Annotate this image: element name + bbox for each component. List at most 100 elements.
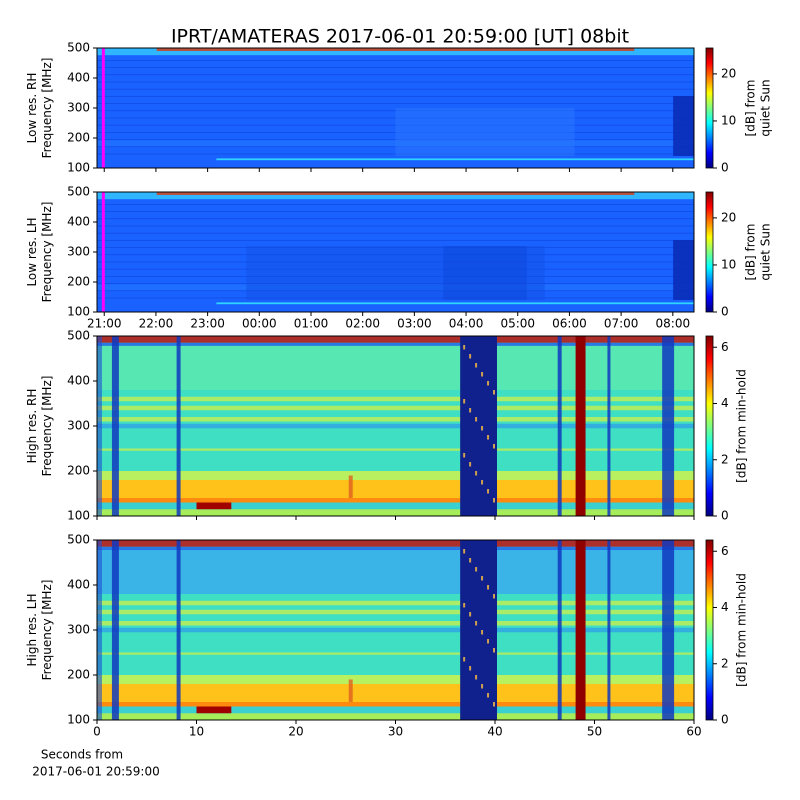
x-tick-label: 23:00 [190,317,225,331]
y-axis-label: Frequency [MHz] [40,58,54,159]
spectrogram-texture [607,540,611,720]
x-tick-label: 20 [288,725,303,739]
spectrogram-texture [97,502,694,512]
spectrogram-texture [481,684,484,689]
colorbar-tick-label: 6 [721,544,729,558]
x-axis-label: Seconds from [41,748,123,762]
colorbar-tick-label: 10 [721,257,736,271]
spectrogram-texture [111,540,119,720]
x-tick-label: 08:00 [656,317,691,331]
colorbar-tick-label: 0 [721,713,729,727]
y-tick-label: 300 [67,419,90,433]
y-tick-label: 500 [67,41,90,55]
colorbar-label: quiet Sun [759,79,773,136]
spectrogram-texture [481,630,484,635]
spectrogram-texture [97,67,694,68]
spectrogram-texture [469,612,472,617]
spectrogram-texture [97,480,694,498]
spectrogram-texture [216,302,694,305]
x-tick-label: 21:00 [87,317,122,331]
spectrogram-texture [97,74,694,76]
spectrogram-texture [469,408,472,413]
spectrogram-texture [97,609,694,615]
spectrogram-texture [475,417,478,422]
y-axis-label: Low res. LH [25,217,39,286]
x-tick-label: 05:00 [500,317,535,331]
colorbar-tick-label: 20 [721,210,736,224]
spectrogram-texture [493,702,495,707]
spectrogram-texture [487,381,490,386]
spectrogram [97,336,694,516]
y-tick-label: 200 [67,275,90,289]
spectrogram-texture [493,444,495,449]
y-tick-label: 300 [67,245,90,259]
spectrogram-texture [97,345,694,390]
colorbar [705,539,714,721]
y-tick-label: 100 [67,161,90,175]
spectrogram-texture [557,336,562,516]
spectrogram-texture [463,453,466,458]
spectrogram-texture [395,108,575,156]
spectrogram-texture [487,585,490,590]
spectrogram-texture [97,540,102,720]
spectrogram-texture [487,489,490,494]
colorbar-tick-label: 2 [721,656,729,670]
spectrogram-texture [97,423,694,429]
y-tick-label: 400 [67,578,90,592]
x-tick-label: 0 [93,725,101,739]
spectrogram-texture [469,354,472,359]
x-tick-label: 22:00 [139,317,174,331]
spectrogram-texture [97,192,694,200]
spectrogram-texture [469,558,472,563]
spectrogram-texture [156,192,635,195]
y-tick-label: 400 [67,374,90,388]
spectrogram-texture [176,540,181,720]
colorbar-tick-label: 4 [721,396,729,410]
x-tick-label: 07:00 [604,317,639,331]
x-tick-label: 60 [686,725,701,739]
spectrogram-texture [463,603,466,608]
spectrogram-texture [97,600,694,606]
spectrogram-texture [97,336,102,516]
spectrogram-texture [493,390,495,395]
spectrogram-texture [443,246,527,300]
spectrogram-texture [97,448,694,451]
spectrogram-texture [348,679,353,702]
colorbar-tick-label: 10 [721,113,736,127]
spectrogram-texture [673,96,694,156]
colorbar-tick-label: 2 [721,452,729,466]
y-tick-label: 300 [67,101,90,115]
y-axis-label: High res. RH [25,389,39,464]
spectrogram-texture [348,475,353,498]
spectrogram-texture [475,567,478,572]
colorbar-label: [dB] from [744,80,758,137]
y-tick-label: 400 [67,215,90,229]
spectrogram-texture [97,706,694,716]
spectrogram-texture [246,246,545,300]
spectrogram-texture [469,666,472,671]
x-tick-label: 00:00 [242,317,277,331]
colorbar-label: [dB] from min-hold [735,369,749,483]
y-tick-label: 100 [67,713,90,727]
colorbar [705,47,714,169]
y-tick-label: 500 [67,185,90,199]
x-axis-label: 2017-06-01 20:59:00 [32,765,159,779]
spectrogram-texture [97,336,694,343]
y-axis-label: Frequency [MHz] [40,376,54,477]
y-axis-label: High res. LH [25,593,39,666]
spectrogram-texture [97,702,694,707]
y-tick-label: 100 [67,509,90,523]
spectrogram-texture [475,621,478,626]
spectrogram-texture [487,435,490,440]
spectrogram-texture [481,480,484,485]
y-axis-label: Low res. RH [25,73,39,144]
spectrogram-texture [481,426,484,431]
x-tick-label: 01:00 [294,317,329,331]
y-tick-label: 500 [67,329,90,343]
spectrogram-texture [481,576,484,581]
spectrogram-texture [673,240,694,300]
spectrogram-texture [463,657,466,662]
spectrogram-texture [97,546,694,550]
spectrogram-texture [97,471,694,480]
spectrogram-texture [97,81,694,83]
